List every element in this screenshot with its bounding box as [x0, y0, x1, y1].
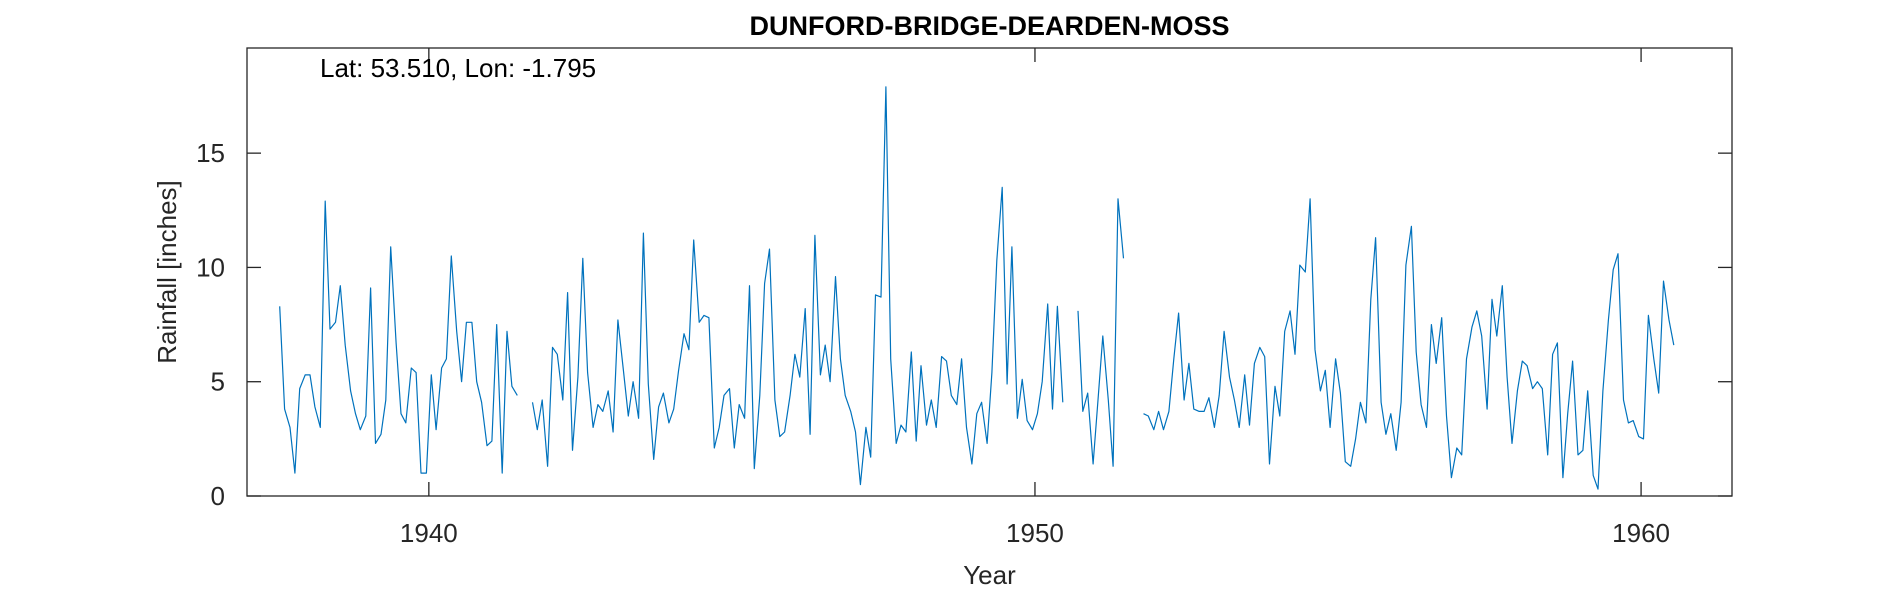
- plot-area: [247, 48, 1732, 496]
- x-axis-label: Year: [963, 560, 1016, 590]
- x-tick-label: 1940: [400, 518, 458, 548]
- y-tick-label: 5: [211, 367, 225, 397]
- location-annotation: Lat: 53.510, Lon: -1.795: [320, 53, 596, 83]
- axes-box: [246, 47, 1733, 497]
- tick-layer: 1940 1950 1960 0 5 10 15: [196, 48, 1732, 548]
- y-tick-label: 15: [196, 138, 225, 168]
- rainfall-series-line: [279, 86, 1675, 490]
- y-axis-label: Rainfall [inches]: [152, 180, 182, 364]
- chart-title: DUNFORD-BRIDGE-DEARDEN-MOSS: [750, 11, 1230, 41]
- y-tick-label: 10: [196, 252, 225, 282]
- series-layer: [279, 86, 1675, 490]
- x-tick-label: 1960: [1612, 518, 1670, 548]
- y-tick-label: 0: [211, 481, 225, 511]
- x-tick-label: 1950: [1006, 518, 1064, 548]
